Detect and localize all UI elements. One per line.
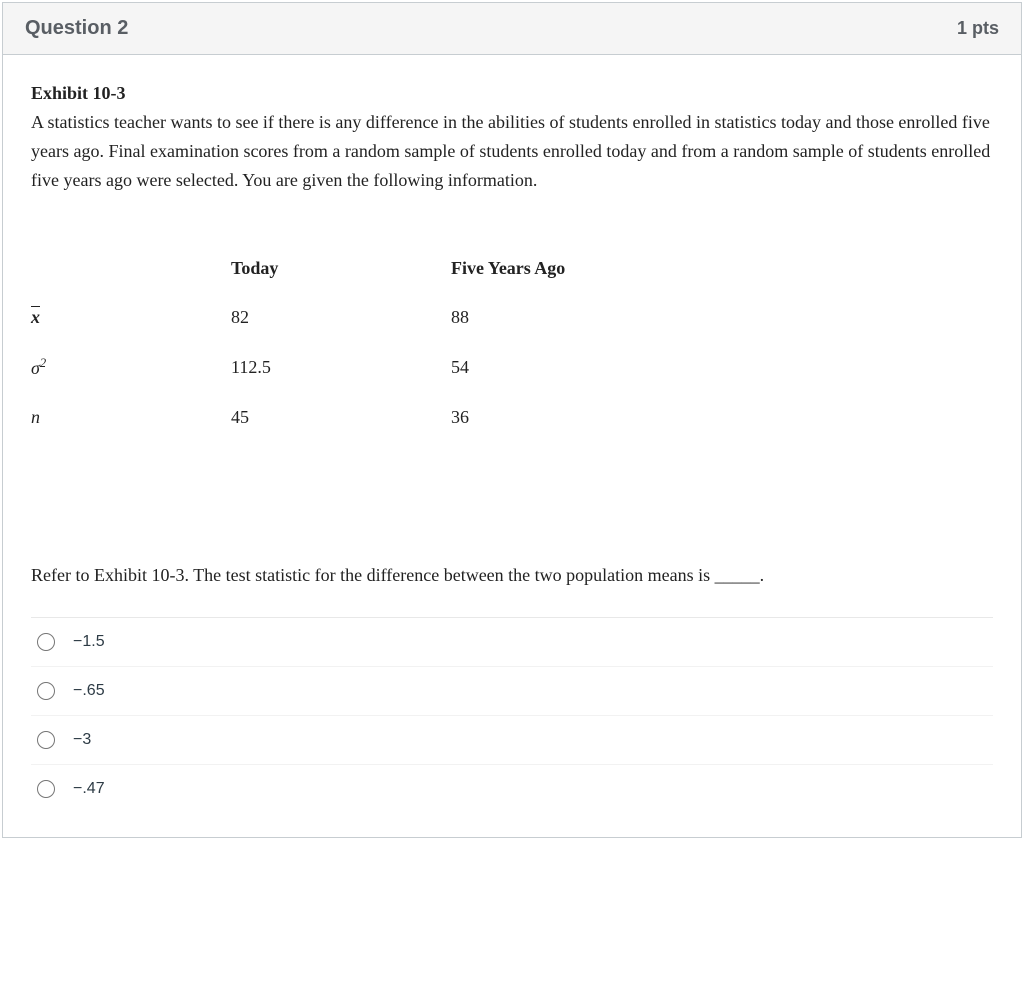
row-symbol-xbar: x — [31, 293, 231, 342]
question-container: Question 2 1 pts Exhibit 10-3 A statisti… — [2, 2, 1022, 838]
answer-label: −3 — [73, 731, 91, 749]
table-row: n 45 36 — [31, 393, 671, 442]
answer-option[interactable]: −1.5 — [31, 618, 993, 667]
cell-today: 82 — [231, 293, 451, 342]
table-row: σ2 112.5 54 — [31, 342, 671, 393]
row-symbol-sigma-squared: σ2 — [31, 342, 231, 393]
question-body: Exhibit 10-3 A statistics teacher wants … — [3, 55, 1021, 837]
cell-today: 112.5 — [231, 342, 451, 393]
answers-list: −1.5 −.65 −3 −.47 — [31, 617, 993, 813]
table-header-row: Today Five Years Ago — [31, 244, 671, 293]
answer-radio[interactable] — [37, 633, 55, 651]
answer-label: −.65 — [73, 682, 105, 700]
cell-five-years-ago: 54 — [451, 342, 671, 393]
cell-today: 45 — [231, 393, 451, 442]
answer-radio[interactable] — [37, 780, 55, 798]
table-header-five-years-ago: Five Years Ago — [451, 244, 671, 293]
question-prompt: Refer to Exhibit 10-3. The test statisti… — [31, 562, 993, 589]
answer-label: −.47 — [73, 780, 105, 798]
exhibit-description: A statistics teacher wants to see if the… — [31, 108, 993, 194]
answer-radio[interactable] — [37, 682, 55, 700]
answer-option[interactable]: −3 — [31, 716, 993, 765]
answer-option[interactable]: −.65 — [31, 667, 993, 716]
answer-radio[interactable] — [37, 731, 55, 749]
question-header: Question 2 1 pts — [3, 3, 1021, 55]
table-header-today: Today — [231, 244, 451, 293]
cell-five-years-ago: 36 — [451, 393, 671, 442]
table-header-blank — [31, 244, 231, 293]
data-table: Today Five Years Ago x 82 88 σ2 112.5 54… — [31, 244, 671, 442]
exhibit-title: Exhibit 10-3 — [31, 83, 993, 104]
table-row: x 82 88 — [31, 293, 671, 342]
row-symbol-n: n — [31, 393, 231, 442]
question-title: Question 2 — [25, 17, 128, 40]
cell-five-years-ago: 88 — [451, 293, 671, 342]
answer-label: −1.5 — [73, 633, 105, 651]
question-points: 1 pts — [957, 18, 999, 39]
answer-option[interactable]: −.47 — [31, 765, 993, 813]
